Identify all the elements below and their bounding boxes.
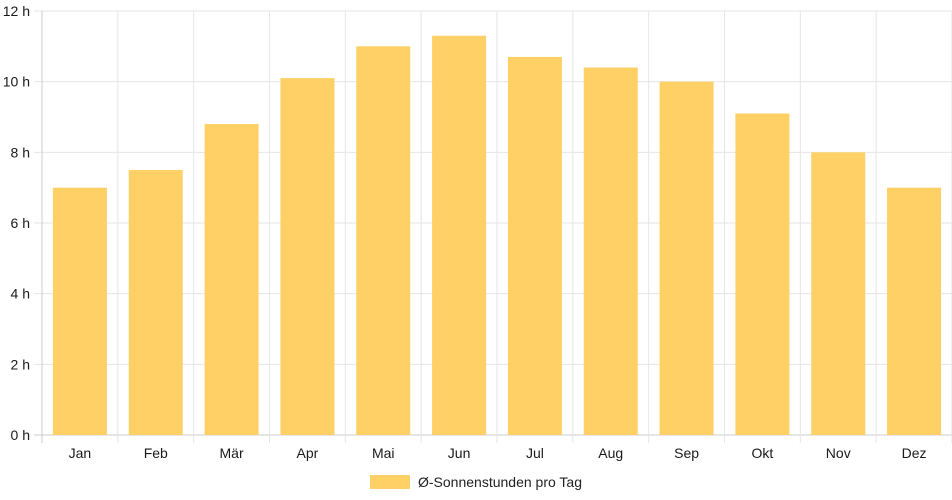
bar[interactable] (432, 35, 487, 435)
bar[interactable] (52, 187, 107, 435)
bar[interactable] (128, 170, 183, 435)
bar[interactable] (811, 152, 866, 436)
x-tick-label: Mär (220, 445, 244, 461)
bars (52, 35, 942, 436)
legend[interactable]: Ø-Sonnenstunden pro Tag (370, 474, 582, 490)
x-tick-label: Dez (902, 445, 927, 461)
grid-lines (34, 10, 952, 443)
bar[interactable] (356, 46, 411, 435)
x-tick-label: Sep (674, 445, 699, 461)
x-tick-label: Okt (752, 445, 774, 461)
x-tick-label: Apr (297, 445, 319, 461)
bar[interactable] (280, 78, 335, 435)
bar[interactable] (204, 124, 259, 436)
legend-label: Ø-Sonnenstunden pro Tag (418, 474, 582, 490)
y-tick-label: 10 h (3, 74, 30, 90)
y-tick-label: 0 h (11, 427, 30, 443)
bar[interactable] (887, 187, 942, 435)
y-tick-label: 12 h (3, 3, 30, 19)
legend-swatch (370, 475, 410, 489)
x-tick-label: Jan (69, 445, 92, 461)
bar[interactable] (735, 113, 790, 435)
y-tick-label: 4 h (11, 286, 30, 302)
x-axis-tick-labels: Jan Feb Mär Apr Mai Jun Jul Aug Sep Okt Nov Dez (69, 445, 927, 461)
x-tick-label: Feb (144, 445, 168, 461)
x-tick-label: Jul (526, 445, 544, 461)
y-tick-label: 8 h (11, 144, 30, 160)
x-tick-label: Nov (826, 445, 851, 461)
y-axis-tick-labels: 0 h 2 h 4 h 6 h 8 h 10 h 12 h (3, 3, 30, 443)
bar[interactable] (583, 67, 638, 436)
x-tick-label: Mai (372, 445, 395, 461)
y-tick-label: 6 h (11, 215, 30, 231)
y-tick-label: 2 h (11, 356, 30, 372)
bar[interactable] (507, 56, 562, 435)
x-tick-label: Aug (598, 445, 623, 461)
x-tick-label: Jun (448, 445, 471, 461)
bar[interactable] (659, 81, 714, 436)
